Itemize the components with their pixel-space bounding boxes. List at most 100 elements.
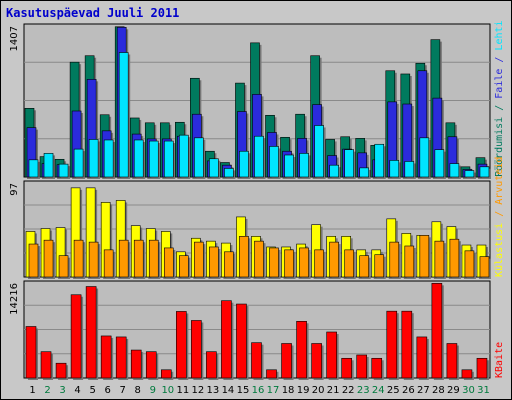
bar-top-hits [103,139,114,178]
x-tick-label: 5 [89,385,95,396]
bar-bottom-kbytes [176,311,187,379]
y-tick-label-bottom: 14216 [9,283,20,315]
bar-top-hits [179,134,189,178]
legend-entry: / [494,51,505,69]
bar-bottom-kbytes [221,300,232,379]
bar-bottom-kbytes [281,343,292,379]
x-tick-label: 30 [462,385,475,396]
x-tick-label: 21 [327,385,340,396]
x-tick-label: 22 [342,385,355,396]
legend-entry: Arvuteid [494,157,505,205]
bar-top-hits [224,168,234,178]
bar-middle-visitors [224,251,234,278]
x-tick-label: 8 [135,385,141,396]
bar-bottom-kbytes [326,331,337,379]
legend-entry: KBaite [494,342,505,378]
bar-top-hits [133,139,144,178]
bar-middle-visitors [329,241,339,278]
bar-bottom-kbytes [115,336,127,379]
bar-bottom-kbytes [236,303,247,379]
bar-top-hits [314,125,324,178]
bar-middle-visitors [209,246,219,278]
bar-bottom-kbytes [160,369,172,379]
x-tick-label: 2 [44,385,50,396]
bar-bottom-kbytes [416,336,428,379]
bar-middle-visitors [163,247,174,278]
x-tick-label: 3 [59,385,65,396]
bar-bottom-kbytes [311,343,322,379]
bar-middle-visitors [88,241,99,278]
bar-top-hits [194,137,204,178]
x-tick-label: 26 [402,385,415,396]
x-tick-label: 1 [29,385,35,396]
x-tick-label: 11 [176,385,189,396]
x-tick-label: 10 [161,385,174,396]
x-tick-label: 15 [237,385,250,396]
bar-top-hits [404,161,415,178]
x-tick-label: 14 [222,385,235,396]
x-tick-label: 27 [417,385,430,396]
bar-middle-visitors [434,240,445,278]
x-tick-label: 4 [74,385,80,396]
bar-top-hits [239,150,249,178]
bar-middle-visitors [479,256,490,278]
x-tick-label: 31 [477,385,490,396]
x-tick-label: 17 [267,385,280,396]
bar-top-hits [284,154,294,178]
bar-middle-visitors [28,243,39,278]
bar-top-hits [163,140,174,178]
bar-top-hits [434,149,445,178]
bar-bottom-kbytes [401,310,413,379]
bar-middle-visitors [148,239,159,278]
legend-entry: / [494,205,505,223]
bar-top-hits [269,146,279,178]
bar-bottom-kbytes [251,342,262,379]
legend-bottom: KBaite [494,342,505,378]
y-tick-label-middle: 97 [9,183,20,196]
legend-entry: Faile [494,69,505,99]
bar-bottom-kbytes [191,320,202,379]
bar-middle-visitors [284,249,294,278]
legend-entry: / [494,99,505,117]
x-tick-label: 25 [387,385,400,396]
bar-top-hits [58,163,69,178]
bar-bottom-kbytes [431,283,443,379]
bar-top-hits [73,148,84,178]
bar-middle-visitors [118,239,129,278]
x-tick-label: 12 [192,385,205,396]
bar-top-hits [344,149,354,178]
bar-top-hits [329,164,339,178]
bar-top-hits [419,137,430,178]
bar-bottom-kbytes [55,362,67,379]
bar-bottom-kbytes [461,369,473,379]
bar-top-hits [359,167,370,178]
bar-top-hits [148,140,159,178]
legend-entry: Pöördumisi [494,117,505,177]
x-tick-label: 20 [312,385,325,396]
bar-middle-visitors [404,245,415,278]
bar-middle-visitors [133,239,144,278]
bar-bottom-kbytes [206,351,217,379]
bar-top-hits [299,153,309,178]
bar-middle-visitors [389,241,400,278]
bar-top-hits [464,170,475,178]
bar-middle-visitors [449,238,460,278]
bar-middle-visitors [269,247,279,278]
bar-bottom-kbytes [266,369,277,379]
x-tick-label: 24 [372,385,385,396]
bar-bottom-kbytes [386,310,398,379]
bar-middle-visitors [374,254,385,278]
bar-bottom-kbytes [446,343,458,379]
bar-top-hits [43,153,54,178]
bar-top-hits [374,143,385,178]
bar-bottom-kbytes [40,351,52,379]
bar-middle-visitors [43,239,54,278]
bar-bottom-kbytes [100,335,112,379]
bar-middle-visitors [194,241,204,278]
x-tick-label: 7 [120,385,126,396]
y-tick-label-top: 1407 [9,26,20,51]
x-tick-label: 9 [150,385,156,396]
x-tick-label: 29 [447,385,460,396]
x-tick-label: 23 [357,385,370,396]
